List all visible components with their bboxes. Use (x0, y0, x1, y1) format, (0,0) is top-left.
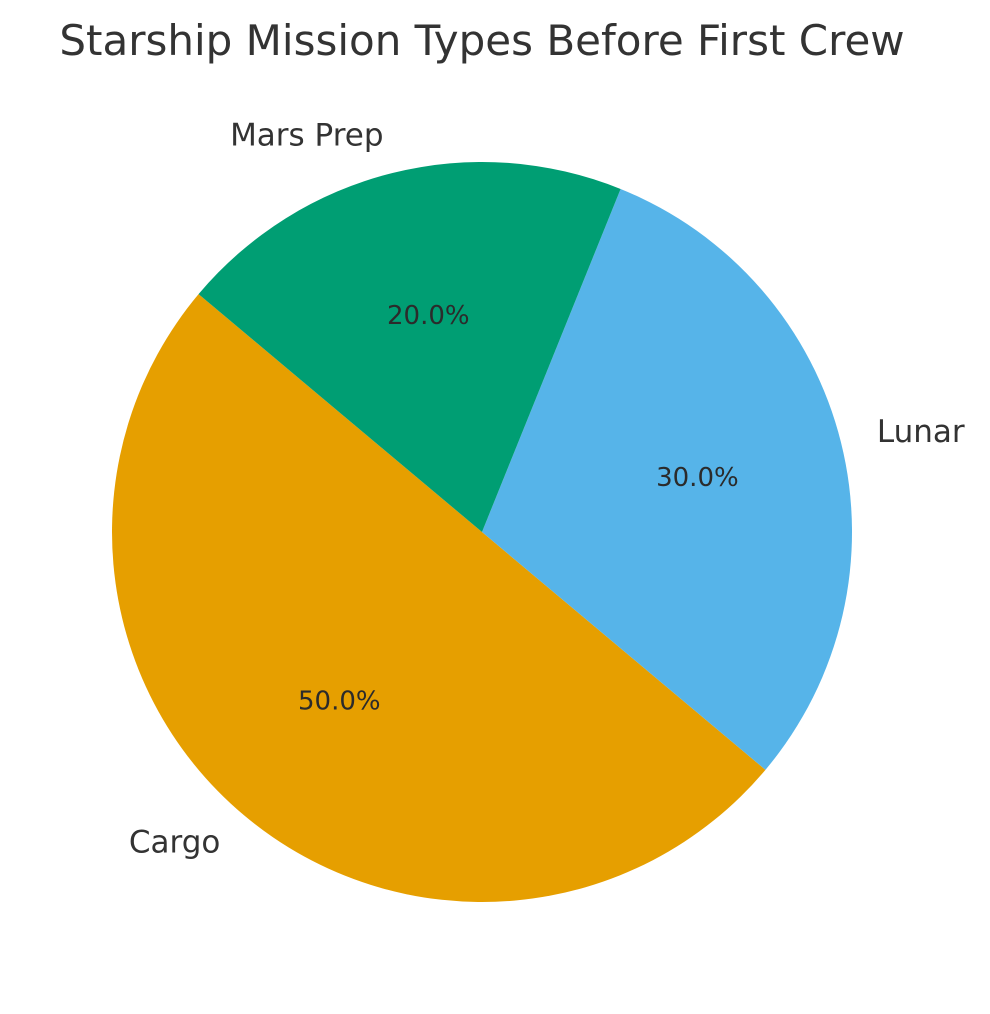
chart-title: Starship Mission Types Before First Crew (59, 16, 904, 65)
percent-label-cargo: 50.0% (298, 687, 381, 717)
slice-label-lunar: Lunar (877, 414, 965, 450)
slice-label-cargo: Cargo (129, 824, 221, 860)
pie-slice-cargo (112, 294, 766, 902)
slice-label-mars-prep: Mars Prep (230, 118, 383, 154)
pie-slice-lunar (482, 188, 852, 770)
pie-slices (112, 161, 852, 902)
pie-slice-mars-prep (198, 161, 621, 532)
percent-label-mars-prep: 20.0% (387, 301, 470, 331)
percent-label-lunar: 30.0% (656, 463, 739, 493)
pie-labels: Cargo 50.0% Lunar 30.0% Mars Prep 20.0% (129, 118, 965, 861)
